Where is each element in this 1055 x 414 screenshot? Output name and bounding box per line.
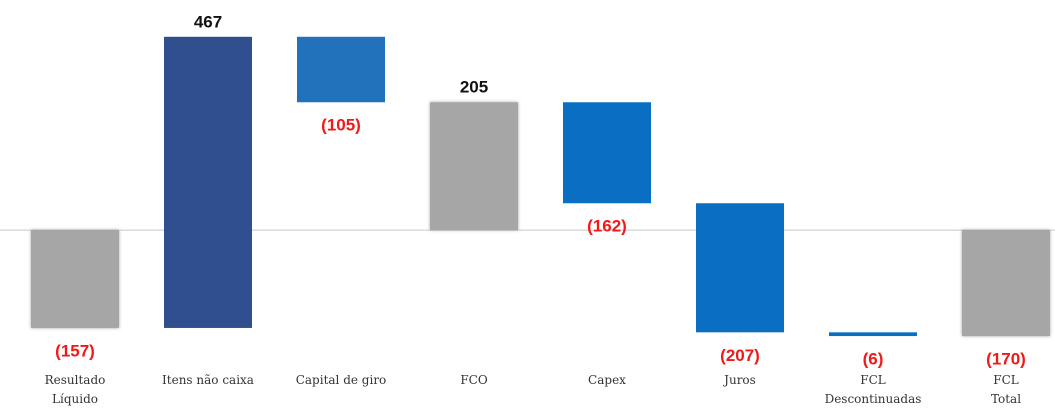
bar xyxy=(430,102,518,231)
value-label: 205 xyxy=(460,78,488,97)
value-label: 467 xyxy=(194,12,222,31)
bar xyxy=(962,230,1050,337)
value-label: (105) xyxy=(321,116,361,135)
x-tick-label: Juros xyxy=(724,373,756,387)
bar xyxy=(563,102,651,204)
x-tick-label: FCL Descontinuadas xyxy=(824,373,922,406)
x-tick-label: Capex xyxy=(588,373,626,387)
bar xyxy=(31,230,119,328)
x-tick-label: Resultado Líquido xyxy=(44,373,106,406)
value-label: (6) xyxy=(863,350,884,369)
value-label: (162) xyxy=(587,217,627,236)
bar xyxy=(297,36,385,103)
x-tick-label: FCL Total xyxy=(990,373,1022,406)
bar xyxy=(829,332,917,337)
x-tick-label: Capital de giro xyxy=(295,373,387,387)
x-tick-label: FCO xyxy=(460,373,488,387)
value-label: (157) xyxy=(55,341,95,360)
value-label: (207) xyxy=(720,346,760,365)
x-tick-label: Itens não caixa xyxy=(162,373,254,387)
bar xyxy=(696,203,784,333)
bar xyxy=(164,36,252,328)
value-label: (170) xyxy=(986,350,1026,369)
